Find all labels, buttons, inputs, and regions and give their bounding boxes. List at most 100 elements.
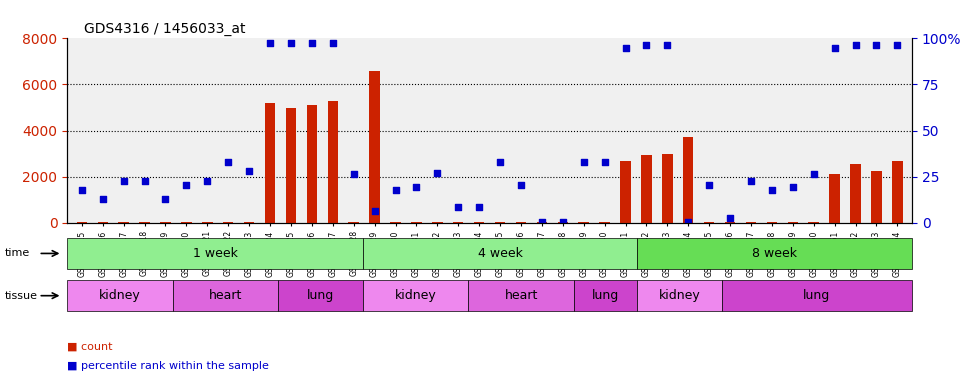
Point — [471, 204, 487, 210]
Bar — [558, 222, 568, 223]
Point — [430, 170, 445, 176]
Point — [534, 218, 549, 225]
Bar — [516, 222, 526, 223]
FancyBboxPatch shape — [67, 280, 173, 311]
Bar — [808, 222, 819, 223]
FancyBboxPatch shape — [173, 280, 278, 311]
Point — [409, 184, 424, 190]
Bar — [223, 222, 233, 223]
Point — [74, 187, 89, 194]
Bar — [662, 154, 673, 223]
FancyBboxPatch shape — [67, 238, 363, 269]
FancyBboxPatch shape — [278, 280, 363, 311]
Text: kidney: kidney — [99, 289, 141, 302]
Bar — [160, 222, 171, 223]
Text: 8 week: 8 week — [753, 247, 797, 260]
Bar — [391, 222, 400, 223]
Point — [137, 178, 153, 184]
Point — [785, 184, 801, 190]
Text: lung: lung — [592, 289, 619, 302]
Point — [262, 40, 277, 46]
Point — [304, 40, 320, 46]
Point — [702, 182, 717, 188]
FancyBboxPatch shape — [637, 238, 912, 269]
Point — [388, 187, 403, 194]
FancyBboxPatch shape — [722, 280, 912, 311]
Point — [179, 182, 194, 188]
Point — [157, 195, 173, 202]
Point — [367, 208, 382, 214]
Text: tissue: tissue — [5, 291, 37, 301]
Point — [638, 42, 654, 48]
Bar — [641, 155, 652, 223]
Bar — [181, 222, 192, 223]
Point — [325, 40, 341, 46]
Bar — [77, 222, 87, 223]
Text: lung: lung — [804, 289, 830, 302]
Bar — [579, 222, 588, 223]
Point — [95, 195, 110, 202]
Point — [764, 187, 780, 194]
Bar — [139, 222, 150, 223]
Bar — [202, 222, 212, 223]
Bar — [411, 222, 421, 223]
Point — [618, 45, 634, 51]
Point — [660, 42, 675, 48]
Bar — [98, 222, 108, 223]
Bar — [432, 222, 443, 223]
Bar — [474, 222, 485, 223]
Point — [450, 204, 466, 210]
Point — [492, 159, 508, 165]
FancyBboxPatch shape — [637, 280, 722, 311]
Point — [848, 42, 863, 48]
Bar — [851, 164, 861, 223]
Point — [283, 40, 299, 46]
Point — [346, 171, 361, 177]
Text: heart: heart — [505, 289, 538, 302]
Bar — [494, 222, 505, 223]
Text: GDS4316 / 1456033_at: GDS4316 / 1456033_at — [84, 22, 246, 36]
Bar — [599, 222, 610, 223]
Bar — [829, 174, 840, 223]
Point — [555, 218, 570, 225]
Text: 4 week: 4 week — [478, 247, 522, 260]
Bar — [746, 222, 756, 223]
Text: lung: lung — [307, 289, 334, 302]
Bar — [683, 137, 693, 223]
Point — [242, 168, 257, 174]
Text: kidney: kidney — [395, 289, 437, 302]
Point — [890, 42, 905, 48]
Point — [681, 218, 696, 225]
Text: ■ count: ■ count — [67, 342, 112, 352]
Point — [221, 159, 236, 165]
Bar — [892, 161, 902, 223]
FancyBboxPatch shape — [363, 238, 637, 269]
Text: time: time — [5, 248, 30, 258]
Bar — [306, 105, 317, 223]
Bar — [244, 222, 254, 223]
Bar — [704, 222, 714, 223]
Bar — [725, 222, 735, 223]
Point — [116, 178, 132, 184]
Point — [576, 159, 591, 165]
Point — [597, 159, 612, 165]
Bar — [787, 222, 798, 223]
Bar — [767, 222, 778, 223]
Text: 1 week: 1 week — [193, 247, 237, 260]
Bar — [872, 171, 881, 223]
FancyBboxPatch shape — [574, 280, 637, 311]
Bar — [537, 222, 547, 223]
Point — [806, 171, 822, 177]
Bar — [370, 71, 380, 223]
Bar — [620, 161, 631, 223]
Bar — [265, 103, 276, 223]
Point — [827, 45, 842, 51]
Text: ■ percentile rank within the sample: ■ percentile rank within the sample — [67, 361, 269, 371]
Point — [869, 42, 884, 48]
Text: kidney: kidney — [659, 289, 701, 302]
FancyBboxPatch shape — [363, 280, 468, 311]
Bar — [286, 108, 297, 223]
Bar — [453, 222, 464, 223]
FancyBboxPatch shape — [468, 280, 574, 311]
Point — [514, 182, 529, 188]
